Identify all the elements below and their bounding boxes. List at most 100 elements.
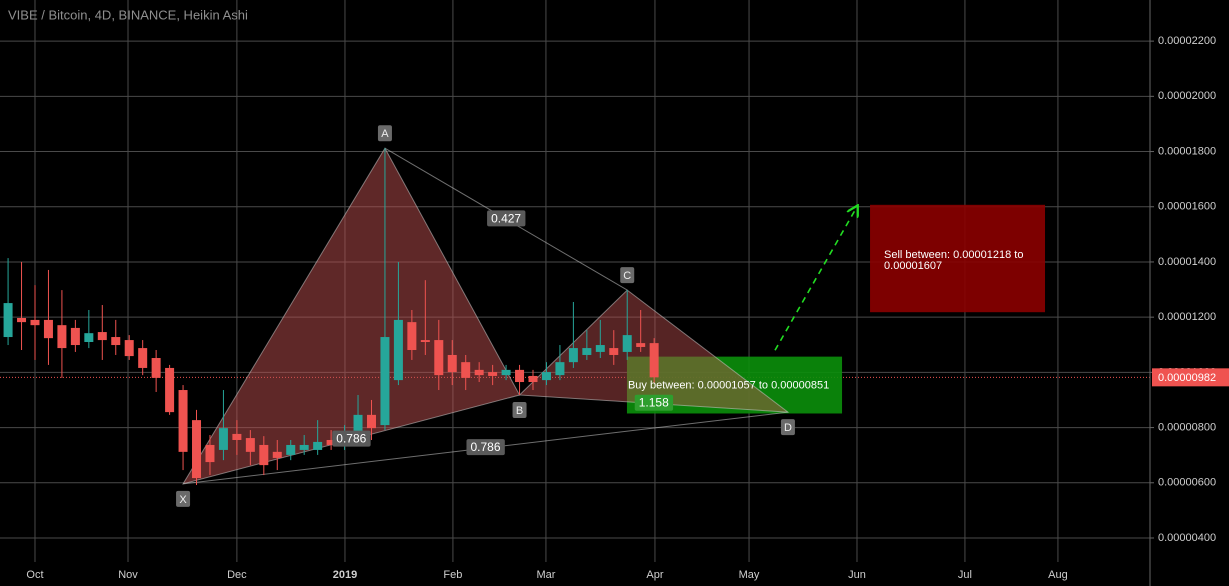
y-tick-label: 0.00001800	[1158, 145, 1216, 157]
candle-body	[326, 439, 336, 445]
x-tick-label: May	[739, 569, 760, 581]
ratio-label-text: 0.786	[336, 432, 366, 446]
candle-body	[30, 319, 40, 326]
ratio-label-bg	[487, 210, 526, 227]
pattern-point-label: A	[377, 125, 392, 142]
candles	[3, 148, 659, 485]
pattern-point-bg	[512, 402, 527, 419]
candle-body	[380, 337, 390, 426]
candle-body	[595, 345, 605, 352]
candle-body	[488, 372, 498, 376]
pattern-point-text: C	[623, 270, 631, 282]
candle-body	[555, 362, 565, 376]
candle-body	[649, 343, 659, 378]
pattern-point-text: D	[784, 422, 792, 434]
pattern-point-text: X	[179, 494, 187, 506]
pattern	[181, 147, 790, 485]
y-tick-label: 0.00001200	[1158, 311, 1216, 323]
candle-body	[245, 438, 255, 452]
candle-body	[3, 303, 13, 338]
x-tick-label: Jul	[958, 569, 972, 581]
buy-zone-label: Buy between: 0.00001057 to 0.00000851	[628, 380, 829, 392]
y-tick-label: 0.00001600	[1158, 201, 1216, 213]
pattern-point-bg	[377, 125, 392, 142]
candle-body	[501, 369, 511, 376]
candle-body	[259, 444, 269, 466]
ratio-label: 0.427	[487, 210, 526, 227]
pattern-point-bg	[620, 267, 635, 284]
pattern-point-bg	[780, 419, 795, 436]
y-tick-label: 0.00000400	[1158, 532, 1216, 544]
candle-body	[636, 343, 646, 347]
pattern-point-label: D	[780, 419, 795, 436]
candle-body	[568, 348, 578, 363]
candle-body	[124, 340, 134, 357]
y-tick-label: 0.00000800	[1158, 421, 1216, 433]
candle-body	[474, 369, 484, 376]
last-price-tag	[1152, 368, 1229, 387]
candle-body	[218, 428, 228, 450]
candle-body	[515, 369, 525, 383]
x-tick-label: Mar	[536, 569, 555, 581]
chart-title: VIBE / Bitcoin, 4D, BINANCE, Heikin Ashi	[8, 7, 248, 22]
ratio-label: 1.158	[634, 394, 674, 411]
x-tick-label: Nov	[118, 569, 138, 581]
candle-body	[366, 414, 376, 429]
candle-body	[97, 332, 107, 341]
ratio-label-text: 1.158	[639, 396, 669, 410]
projection-arrow	[774, 207, 857, 351]
x-tick-label: Oct	[26, 569, 43, 581]
candle-body	[151, 358, 161, 378]
sell-zone	[870, 204, 1046, 313]
pattern-point-label: X	[176, 490, 191, 507]
y-tick-label: 0.00002200	[1158, 35, 1216, 47]
candle-body	[461, 362, 471, 378]
candle-body	[541, 372, 551, 381]
y-tick-label: 0.00000600	[1158, 477, 1216, 489]
candle-body	[407, 322, 417, 351]
candle-body	[17, 317, 27, 323]
candle-body	[272, 451, 282, 458]
y-tick-label: 0.00001400	[1158, 256, 1216, 268]
x-tick-label: Apr	[646, 569, 663, 581]
x-tick-label: Dec	[227, 569, 247, 581]
zones	[626, 204, 1046, 414]
x-tick-label: Aug	[1048, 569, 1068, 581]
candle-body	[622, 335, 632, 352]
ratio-label-bg	[332, 430, 371, 447]
candle-body	[313, 441, 323, 450]
ratio-label-bg	[466, 439, 505, 456]
candle-body	[299, 444, 309, 450]
pattern-point-label: B	[512, 402, 527, 419]
candle-body	[111, 337, 121, 346]
candle-body	[57, 325, 67, 349]
candle-body	[353, 414, 363, 440]
candle-body	[178, 390, 188, 452]
ratio-label-bg	[634, 394, 674, 411]
ratio-label-text: 0.786	[470, 440, 500, 454]
ratio-label: 0.786	[466, 439, 505, 456]
candle-body	[447, 354, 457, 373]
candle-body	[609, 348, 619, 355]
x-tick-label: 2019	[333, 569, 357, 581]
last-price-label: 0.00000982	[1158, 372, 1216, 384]
candle-body	[165, 367, 175, 413]
ratio-label-text: 0.427	[491, 211, 521, 225]
candle-body	[528, 375, 538, 383]
x-tick-label: Jun	[848, 569, 866, 581]
candle-body	[393, 319, 403, 381]
pattern-point-bg	[176, 490, 191, 507]
candle-body	[232, 433, 242, 440]
candle-body	[70, 327, 80, 346]
candle-body	[192, 420, 202, 479]
sell-zone-label: Sell between: 0.00001218 to 0.00001607	[884, 248, 1024, 272]
candle-body	[43, 319, 53, 339]
candle-body	[420, 340, 430, 343]
candle-body	[286, 444, 296, 455]
pattern-point-text: B	[516, 405, 523, 417]
y-tick-label: 0.00002000	[1158, 90, 1216, 102]
candle-body	[205, 444, 215, 463]
labels: 0.000004000.000006000.000008000.00001000…	[26, 35, 1229, 581]
x-tick-label: Feb	[443, 569, 462, 581]
